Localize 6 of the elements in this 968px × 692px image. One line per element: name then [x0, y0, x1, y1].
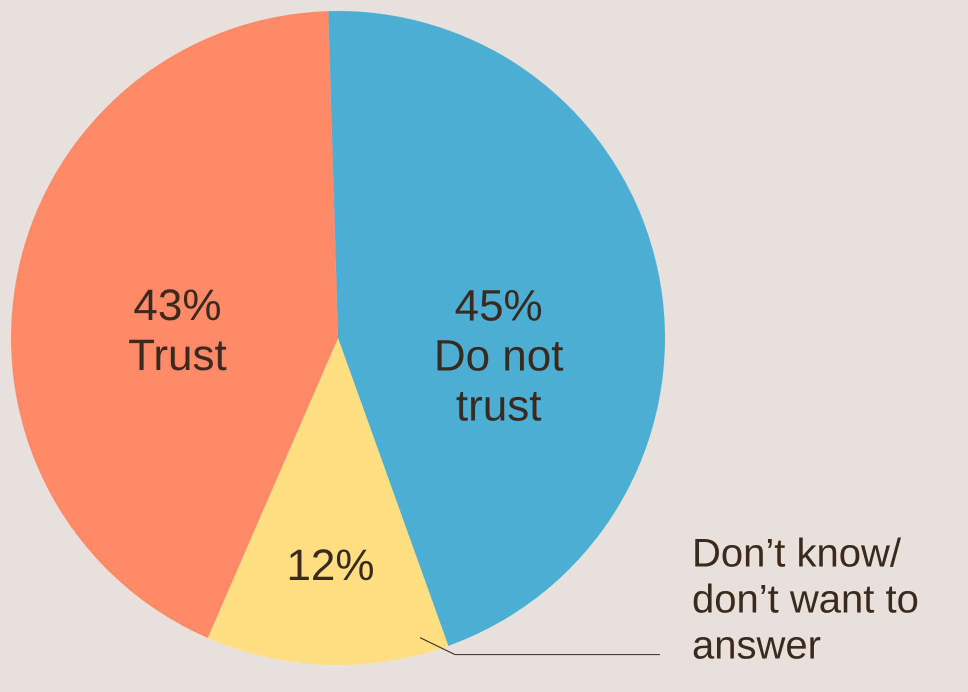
slice-label: Do not trust: [434, 332, 564, 431]
slice-label: Trust: [128, 331, 227, 380]
data-label: 12%: [286, 540, 375, 590]
data-label: 43%: [133, 281, 222, 330]
data-label: 45%: [454, 282, 543, 331]
slice-label: Don’t know/ don’t want to answer: [692, 532, 919, 668]
